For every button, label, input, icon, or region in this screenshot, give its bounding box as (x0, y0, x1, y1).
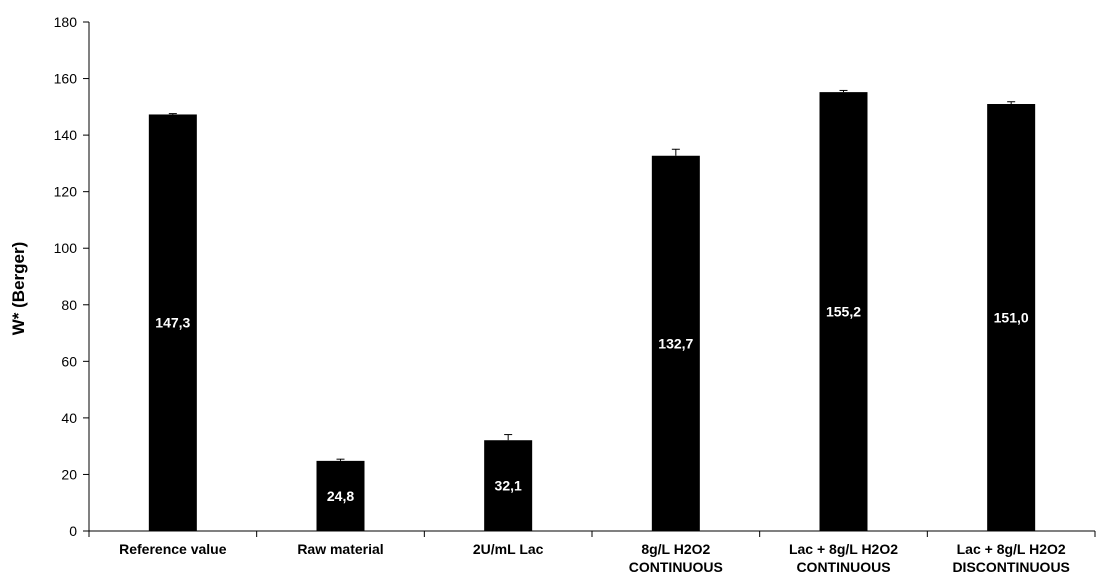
data-label: 155,2 (826, 304, 861, 320)
data-label: 132,7 (658, 335, 693, 351)
bar (987, 104, 1036, 531)
data-label: 32,1 (495, 478, 522, 494)
bar (148, 114, 197, 532)
data-label: 24,8 (327, 488, 354, 504)
x-category-label: 8g/L H2O2 CONTINUOUS (629, 541, 723, 575)
y-tick-label: 140 (54, 127, 78, 143)
data-label: 147,3 (155, 315, 190, 331)
data-label: 151,0 (994, 310, 1029, 326)
bar (316, 460, 365, 531)
x-category-label: Lac + 8g/L H2O2 DISCONTINUOUS (952, 541, 1069, 575)
y-tick-label: 60 (61, 353, 77, 369)
bar (819, 92, 868, 531)
bar (484, 440, 533, 531)
y-tick-label: 80 (61, 297, 77, 313)
y-tick-label: 20 (61, 466, 77, 482)
x-category-label: 2U/mL Lac (473, 541, 544, 557)
x-category-label: Raw material (297, 541, 383, 557)
y-tick-label: 120 (54, 184, 78, 200)
y-tick-label: 160 (54, 71, 78, 87)
y-tick-label: 0 (69, 523, 77, 539)
x-category-label: Reference value (119, 541, 227, 557)
y-tick-label: 180 (54, 14, 78, 30)
y-tick-label: 100 (54, 240, 78, 256)
x-category-label: Lac + 8g/L H2O2 CONTINUOUS (789, 541, 898, 575)
bar (651, 155, 700, 531)
y-tick-label: 40 (61, 410, 77, 426)
y-axis-title: W* (Berger) (9, 242, 28, 336)
